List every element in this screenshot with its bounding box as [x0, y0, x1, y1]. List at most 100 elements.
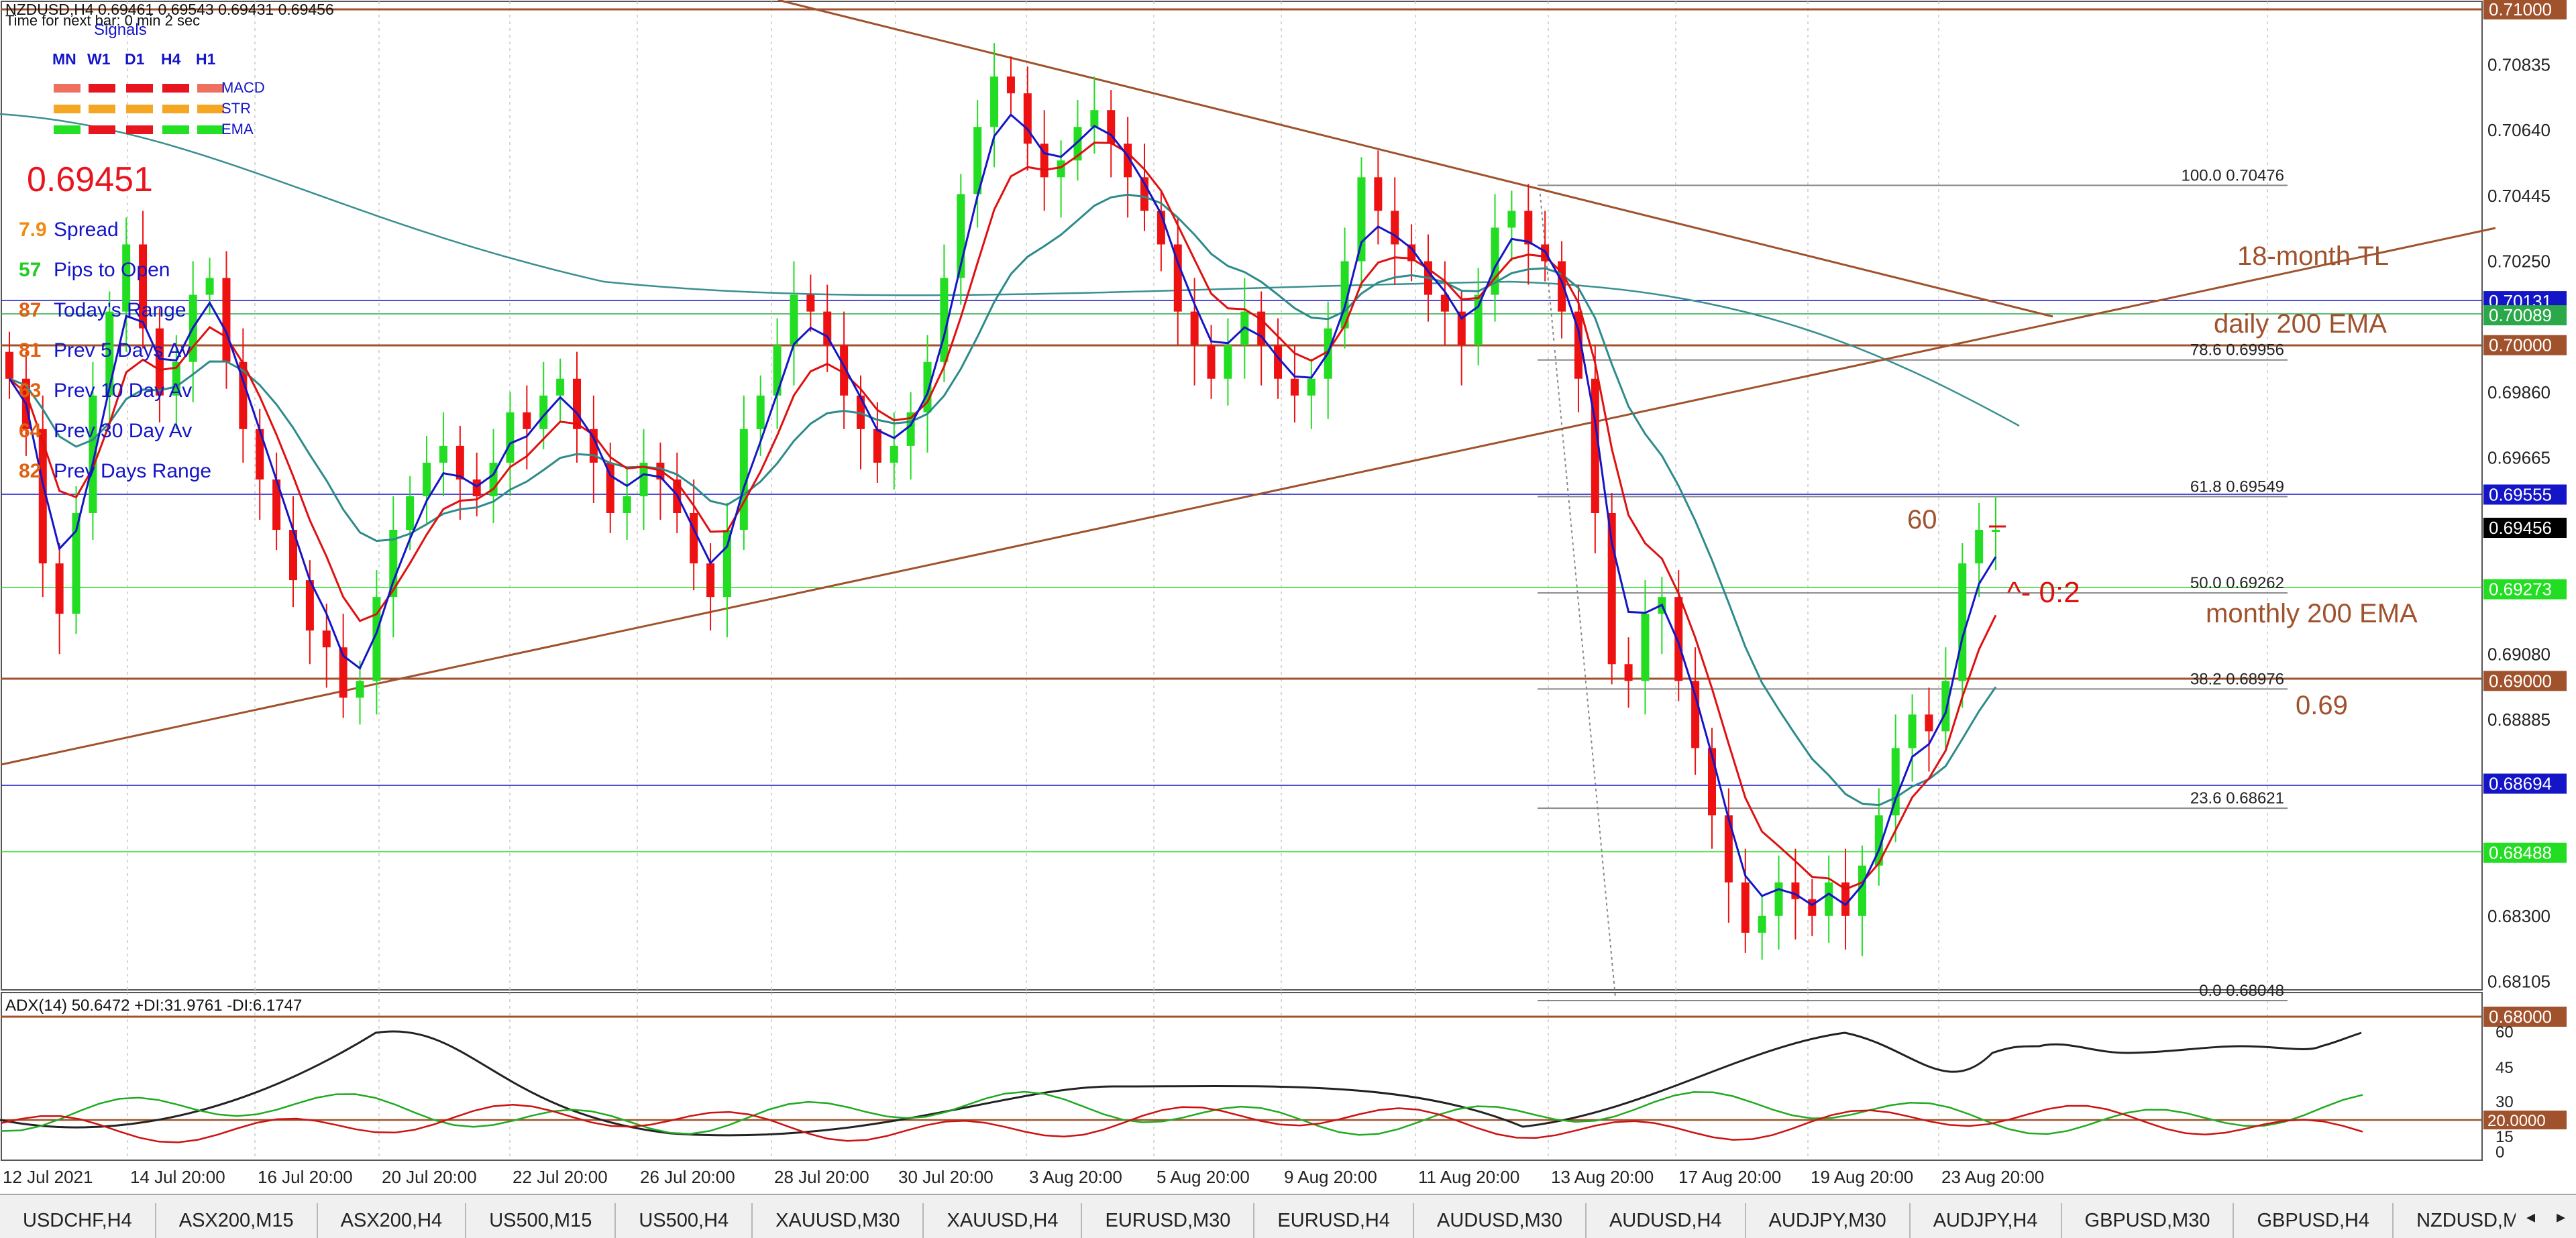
signal-cell [162, 105, 189, 113]
time-axis-label: 20 Jul 20:00 [382, 1167, 477, 1187]
info-value: 7.9 [19, 219, 47, 241]
candle-body [523, 412, 531, 429]
candle-body [322, 630, 331, 648]
fib-level-label: 0.0 0.68048 [2199, 982, 2284, 1000]
candle-body [406, 496, 415, 530]
symbol-tab[interactable]: EURUSD,H4 [1254, 1203, 1415, 1238]
signal-cell [89, 84, 115, 93]
info-value: 57 [19, 259, 41, 281]
candle-body [356, 681, 364, 698]
minus-di-line [1, 1103, 2363, 1143]
signal-cell [126, 125, 153, 134]
info-value: 82 [19, 460, 41, 482]
symbol-tab[interactable]: GBPUSD,M30 [2062, 1203, 2235, 1238]
symbol-tab[interactable]: XAUUSD,H4 [924, 1203, 1083, 1238]
signal-cell [126, 84, 153, 93]
candle-body [1941, 681, 1950, 732]
symbol-tab[interactable]: ASX200,H4 [318, 1203, 467, 1238]
candle-body [1674, 597, 1683, 681]
candle-body [122, 244, 131, 312]
candle-body [339, 647, 347, 698]
info-label: Prev 5 Days Av [54, 339, 191, 361]
adx-label: ADX(14) 50.6472 +DI:31.9761 -DI:6.1747 [5, 997, 302, 1015]
symbol-tab[interactable]: XAUUSD,M30 [753, 1203, 924, 1238]
candle-body [1741, 882, 1750, 933]
candle-body [1574, 311, 1582, 379]
price-tag-text: 0.70000 [2489, 335, 2552, 355]
price-tag-text: 0.70089 [2489, 305, 2552, 325]
trendline-18-month[interactable] [1, 227, 2496, 766]
tab-scroll-controls: ◂ ▸ [2516, 1195, 2576, 1238]
price-axis-label: 0.69665 [2487, 447, 2551, 467]
candle-body [1257, 311, 1266, 345]
timeframe-label: W1 [87, 50, 111, 68]
candle-body [973, 127, 982, 194]
price-tag [2483, 484, 2567, 505]
price-tag-text: 0.69000 [2489, 671, 2552, 691]
price-tag [2483, 773, 2567, 794]
symbol-tab[interactable]: ASX200,M15 [156, 1203, 318, 1238]
fib-level-label: 78.6 0.69956 [2190, 341, 2284, 359]
symbol-tab[interactable]: USDCHF,H4 [0, 1203, 156, 1238]
candle-body [239, 361, 248, 429]
time-axis-label: 11 Aug 20:00 [1418, 1167, 1519, 1187]
info-label: Prev 30 Day Av [54, 420, 192, 442]
timeframe-label: MN [52, 50, 76, 68]
info-value: 81 [19, 339, 41, 361]
candle-body [55, 563, 64, 614]
scroll-right-icon[interactable]: ▸ [2556, 1206, 2566, 1227]
candle-body [1975, 530, 1984, 564]
ema-mid-line [9, 142, 1997, 891]
price-tags: 0.710000.701310.700890.700000.695550.694… [2483, 0, 2567, 1027]
adx-line [0, 1030, 2362, 1137]
candle-body [439, 445, 447, 463]
timeframe-label: D1 [125, 50, 145, 68]
candle-body [1808, 899, 1817, 916]
candle-body [1090, 110, 1099, 127]
scroll-left-icon[interactable]: ◂ [2526, 1206, 2536, 1227]
fib-level-label: 50.0 0.69262 [2190, 574, 2284, 592]
price-tag [2483, 842, 2567, 863]
info-value: 64 [19, 420, 42, 442]
current-price: 0.69451 [27, 160, 153, 199]
symbol-tab[interactable]: AUDJPY,H4 [1911, 1203, 2062, 1238]
fibonacci-retracement[interactable]: 100.0 0.70476 78.6 0.69956 61.8 0.69549 50.… [1538, 166, 2288, 1001]
info-label: Prev 10 Day Av [54, 380, 192, 402]
price-tag [2483, 0, 2567, 19]
symbol-tab[interactable]: US500,H4 [616, 1203, 753, 1238]
price-tag [2483, 305, 2567, 326]
price-axis: 0.710000.708350.706400.704450.702500.701… [2487, 0, 2551, 1027]
signal-cell [197, 105, 224, 113]
candle-body [222, 278, 231, 362]
candle-body [289, 530, 297, 581]
fib-level-label: 38.2 0.68976 [2190, 670, 2284, 688]
adx-panel-frame [1, 992, 2483, 1161]
symbol-tab[interactable]: AUDJPY,M30 [1746, 1203, 1911, 1238]
time-axis-label: 22 Jul 20:00 [513, 1167, 608, 1187]
price-tag-text: 0.69555 [2489, 484, 2552, 504]
signal-cell [197, 84, 224, 93]
symbol-tab[interactable]: US500,M15 [466, 1203, 616, 1238]
symbol-tab[interactable]: AUDUSD,H4 [1587, 1203, 1746, 1238]
candle-body [1173, 244, 1182, 312]
symbol-tab[interactable]: AUDUSD,M30 [1414, 1203, 1587, 1238]
candle-body [1023, 93, 1032, 144]
symbol-tab[interactable]: GBPUSD,H4 [2234, 1203, 2394, 1238]
time-axis-label: 30 Jul 20:00 [898, 1167, 994, 1187]
candle-body [1858, 865, 1866, 916]
ema-200-line [0, 113, 2020, 427]
time-axis-label: 12 Jul 2021 [3, 1167, 93, 1187]
signal-row-label: MACD [221, 79, 265, 96]
price-tag [2483, 579, 2567, 600]
price-chart[interactable]: 100.0 0.70476 78.6 0.69956 61.8 0.69549 50.… [0, 0, 2576, 1194]
candle-body [1207, 345, 1216, 379]
candle-body [756, 395, 765, 429]
candle-body [690, 513, 698, 564]
candle-body [1841, 882, 1850, 916]
annotation-daily-200-ema: daily 200 EMA [2214, 309, 2387, 339]
candle-body [1507, 211, 1516, 228]
symbol-tab[interactable]: EURUSD,M30 [1082, 1203, 1255, 1238]
info-label: Pips to Open [54, 259, 170, 281]
candle-body [89, 395, 97, 513]
price-tag [2483, 1007, 2567, 1027]
